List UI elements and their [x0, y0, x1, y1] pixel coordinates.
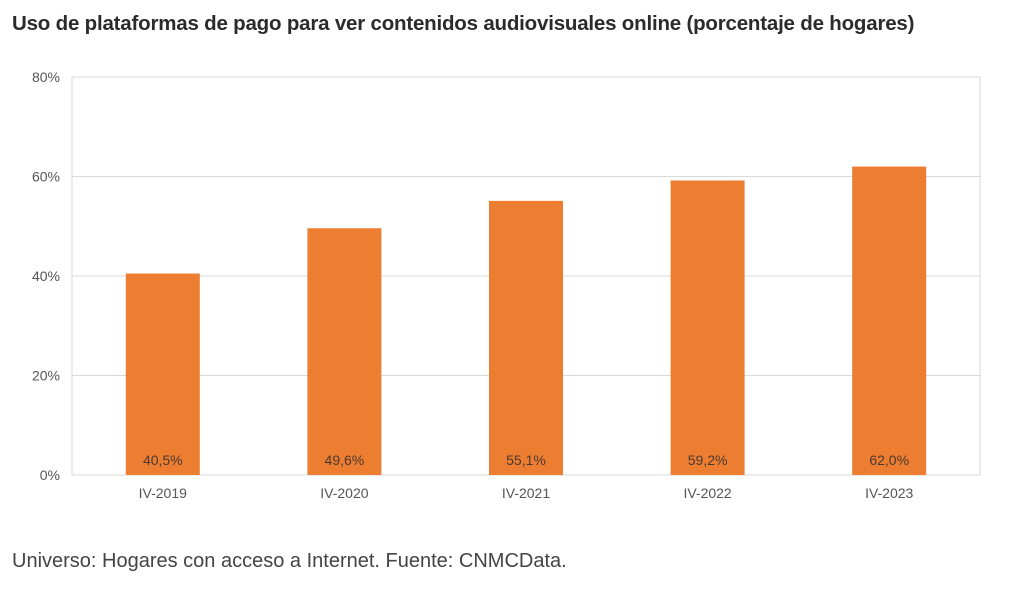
- bar: [489, 200, 563, 475]
- source-note: Universo: Hogares con acceso a Internet.…: [12, 550, 567, 572]
- data-label: 49,6%: [325, 452, 365, 468]
- data-label: 62,0%: [869, 452, 909, 468]
- data-label: 40,5%: [143, 452, 183, 468]
- x-tick-label: IV-2021: [502, 485, 550, 501]
- y-tick-label: 80%: [32, 69, 60, 85]
- bar: [125, 273, 200, 475]
- x-tick-label: IV-2019: [139, 485, 187, 501]
- y-tick-label: 60%: [32, 169, 60, 185]
- bar: [852, 166, 927, 476]
- bars: [125, 166, 927, 476]
- data-labels: 40,5% 49,6% 55,1% 59,2% 62,0%: [143, 452, 909, 468]
- y-axis-ticks: 0% 20% 40% 60% 80%: [32, 69, 60, 483]
- x-axis-ticks: IV-2019 IV-2020 IV-2021 IV-2022 IV-2023: [139, 485, 914, 501]
- y-tick-label: 20%: [32, 368, 60, 384]
- data-label: 55,1%: [506, 452, 546, 468]
- data-label: 59,2%: [688, 452, 728, 468]
- y-tick-label: 0%: [40, 467, 60, 483]
- x-tick-label: IV-2022: [683, 485, 731, 501]
- y-tick-label: 40%: [32, 268, 60, 284]
- x-tick-label: IV-2020: [320, 485, 368, 501]
- bar: [670, 180, 745, 476]
- x-tick-label: IV-2023: [865, 485, 913, 501]
- bar: [307, 228, 382, 475]
- bar-chart: 0% 20% 40% 60% 80% 40,5% 49,6% 55,1% 59,2% 62,0%…: [32, 69, 981, 501]
- chart-title: Uso de plataformas de pago para ver cont…: [12, 12, 915, 35]
